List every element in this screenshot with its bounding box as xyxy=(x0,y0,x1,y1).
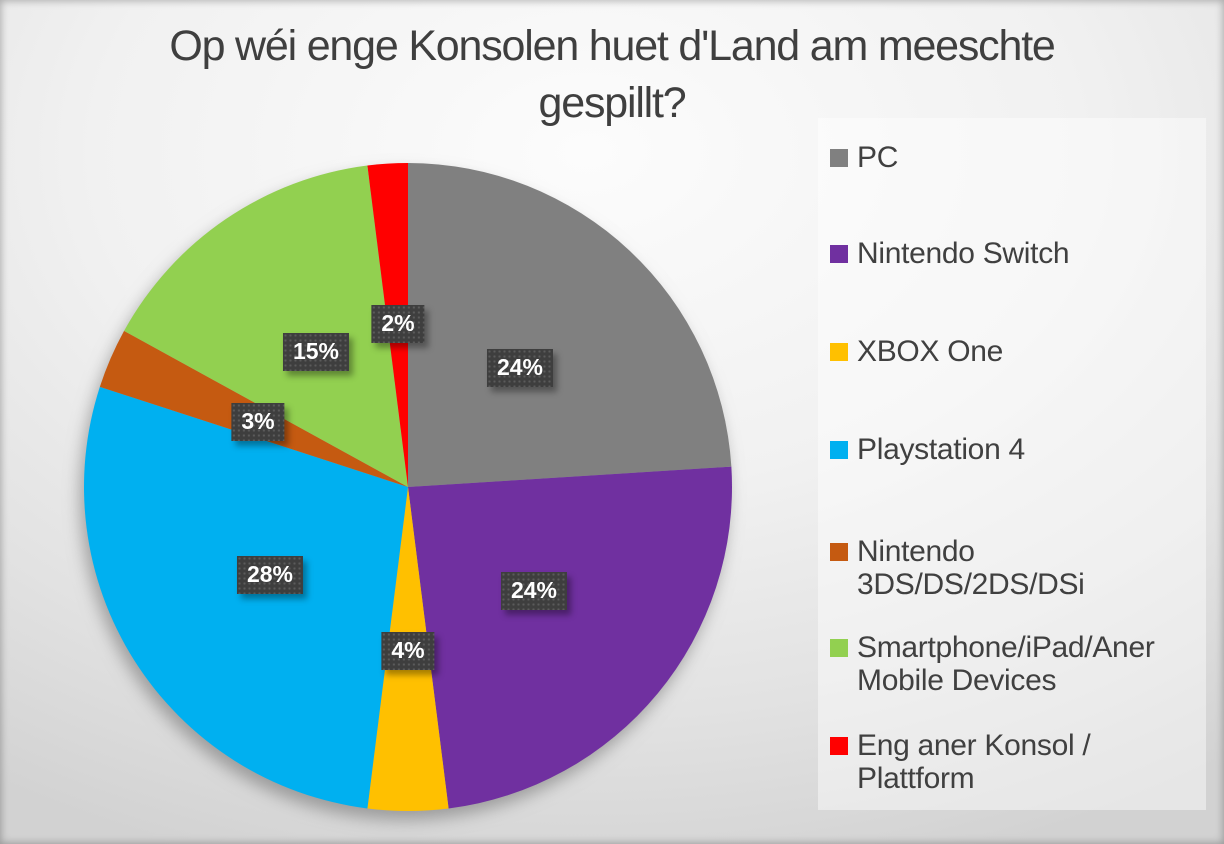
data-label-smartphone-ipad-aner-mobile-devices: 15% xyxy=(282,333,350,371)
legend-label-playstation-4: Playstation 4 xyxy=(857,433,1025,466)
pie-slice-pc xyxy=(408,163,732,487)
legend-swatch-xbox-one xyxy=(830,343,848,361)
legend-label-smartphone-ipad-aner-mobile-devices: Smartphone/iPad/Aner Mobile Devices xyxy=(857,631,1155,697)
legend-item-nintendo-switch: Nintendo Switch xyxy=(830,237,1187,270)
pie-chart xyxy=(84,163,732,812)
pie-slice-nintendo-switch xyxy=(408,466,732,809)
chart-title: Op wéi enge Konsolen huet d'Land am mees… xyxy=(169,22,1056,128)
legend-item-eng-aner-konsol-plattform: Eng aner Konsol / Plattform xyxy=(830,729,1187,795)
legend-swatch-smartphone-ipad-aner-mobile-devices xyxy=(830,639,848,657)
legend-swatch-nintendo-3ds-ds-2ds-dsi xyxy=(830,543,848,561)
legend-swatch-nintendo-switch xyxy=(830,245,848,263)
legend-item-nintendo-3ds-ds-2ds-dsi: Nintendo 3DS/DS/2DS/DSi xyxy=(830,535,1187,601)
legend-label-eng-aner-konsol-plattform: Eng aner Konsol / Plattform xyxy=(857,729,1091,795)
legend-label-pc: PC xyxy=(857,141,899,174)
legend-item-xbox-one: XBOX One xyxy=(830,335,1187,368)
data-label-nintendo-switch: 24% xyxy=(500,572,568,610)
data-label-nintendo-3ds-ds-2ds-dsi: 3% xyxy=(231,403,285,441)
legend-label-xbox-one: XBOX One xyxy=(857,335,1004,368)
legend-item-pc: PC xyxy=(830,141,1187,174)
legend-panel-background xyxy=(818,118,1206,810)
legend-label-nintendo-3ds-ds-2ds-dsi: Nintendo 3DS/DS/2DS/DSi xyxy=(857,535,1085,601)
chart-legend: PC Nintendo Switch XBOX One Playstation 4 Ni… xyxy=(830,0,1190,844)
pie-slice-playstation-4 xyxy=(84,386,408,809)
legend-swatch-playstation-4 xyxy=(830,441,848,459)
data-label-xbox-one: 4% xyxy=(381,632,435,670)
legend-label-nintendo-switch: Nintendo Switch xyxy=(857,237,1070,270)
legend-swatch-pc xyxy=(830,149,848,167)
legend-swatch-eng-aner-konsol-plattform xyxy=(830,737,848,755)
legend-item-playstation-4: Playstation 4 xyxy=(830,433,1187,466)
data-label-pc: 24% xyxy=(486,349,554,387)
data-label-eng-aner-konsol-plattform: 2% xyxy=(371,305,425,343)
legend-item-smartphone-ipad-aner-mobile-devices: Smartphone/iPad/Aner Mobile Devices xyxy=(830,631,1187,697)
pie-slice-smartphone-ipad-aner-mobile-devices xyxy=(124,165,408,488)
data-label-playstation-4: 28% xyxy=(236,556,304,594)
